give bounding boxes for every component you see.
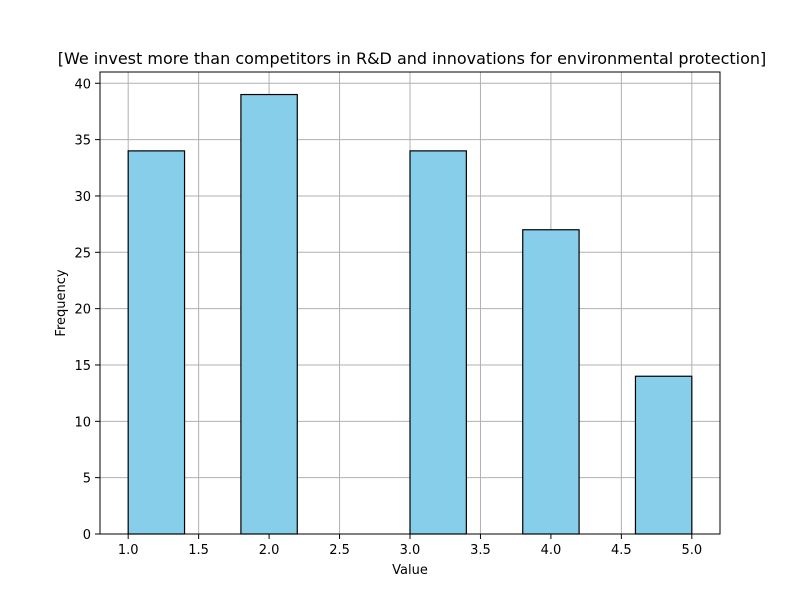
x-tick-label: 1.0 — [118, 543, 139, 558]
y-tick-label: 5 — [83, 472, 91, 487]
bars-layer — [127, 93, 693, 535]
y-tick-label: 15 — [74, 359, 91, 374]
x-tick-label: 2.5 — [329, 543, 350, 558]
y-tick-label: 30 — [74, 190, 91, 205]
histogram-bar — [522, 229, 580, 535]
x-tick-label: 3.5 — [470, 543, 491, 558]
histogram-bar — [127, 150, 186, 535]
y-tick-label: 40 — [74, 77, 91, 92]
histogram-bar — [240, 93, 298, 535]
y-tick-label: 10 — [74, 415, 91, 430]
x-tick-label: 4.0 — [541, 543, 562, 558]
x-axis-label: Value — [392, 563, 428, 578]
x-tick-label: 5.0 — [681, 543, 702, 558]
y-tick-label: 20 — [74, 303, 91, 318]
y-axis-label: Frequency — [54, 269, 69, 336]
x-axis-ticks: 1.0 1.5 2.0 2.5 3.0 3.5 4.0 4.5 5.0 — [118, 534, 702, 558]
x-tick-label: 2.0 — [259, 543, 280, 558]
histogram-bar — [409, 150, 467, 535]
y-axis-ticks: 0 5 10 15 20 25 30 35 40 — [74, 77, 100, 543]
y-tick-label: 0 — [83, 528, 91, 543]
x-tick-label: 3.0 — [400, 543, 421, 558]
x-tick-label: 4.5 — [611, 543, 632, 558]
x-tick-label: 1.5 — [188, 543, 209, 558]
y-tick-label: 35 — [74, 134, 91, 149]
y-tick-label: 25 — [74, 246, 91, 261]
chart-title: [We invest more than competitors in R&D … — [58, 49, 767, 68]
histogram-bar — [634, 375, 693, 535]
